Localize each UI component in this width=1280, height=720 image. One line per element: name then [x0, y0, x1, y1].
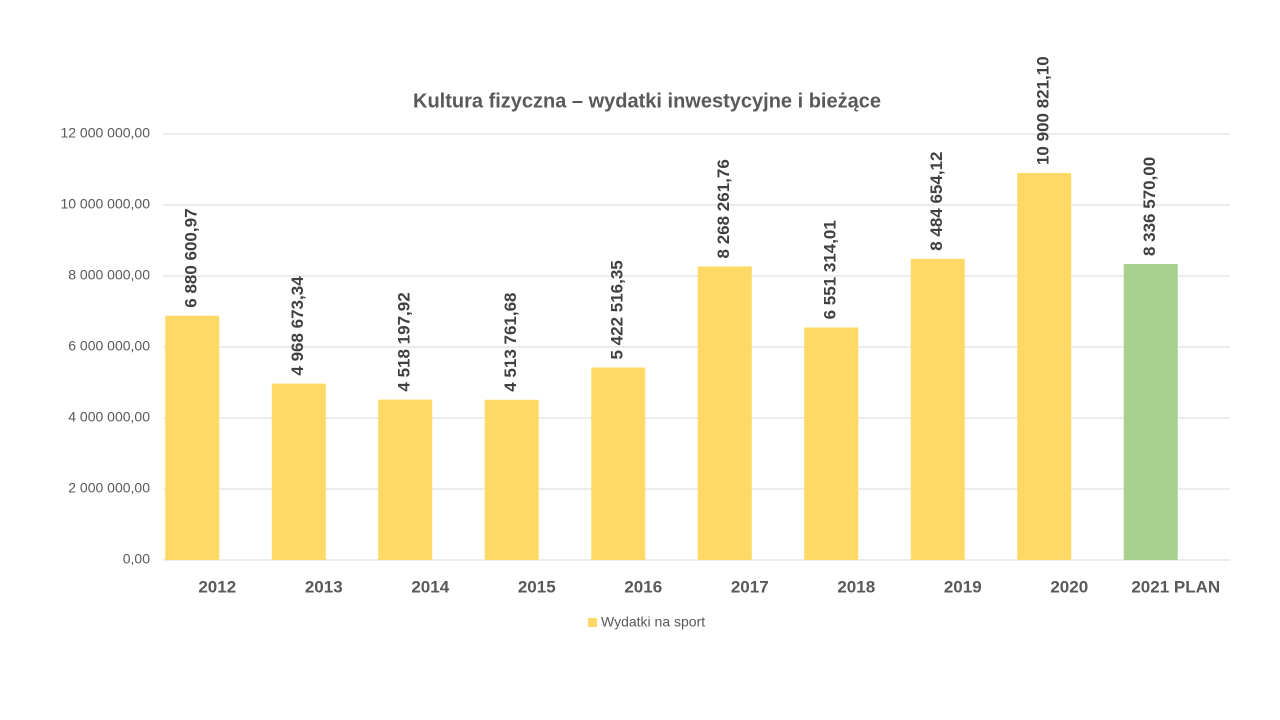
- value-label: 8 336 570,00: [1140, 157, 1159, 256]
- x-tick-label: 2013: [305, 577, 343, 596]
- legend-label: Wydatki na sport: [601, 614, 705, 630]
- chart-title: Kultura fizyczna – wydatki inwestycyjne …: [413, 90, 881, 112]
- value-label: 5 422 516,35: [608, 260, 627, 359]
- y-tick-label: 6 000 000,00: [68, 338, 150, 354]
- x-tick-label: 2017: [731, 577, 769, 596]
- bar: [697, 266, 752, 560]
- y-tick-label: 10 000 000,00: [60, 196, 150, 212]
- bar: [804, 327, 859, 560]
- y-tick-label: 8 000 000,00: [68, 267, 150, 283]
- bar: [1123, 264, 1178, 560]
- bar: [591, 367, 646, 560]
- legend-swatch: [588, 618, 597, 627]
- value-label: 6 880 600,97: [182, 208, 201, 307]
- bar: [165, 315, 220, 560]
- x-tick-label: 2021 PLAN: [1131, 577, 1220, 596]
- x-tick-label: 2019: [944, 577, 982, 596]
- value-label: 8 268 261,76: [714, 159, 733, 258]
- bar: [484, 399, 539, 560]
- value-label: 8 484 654,12: [927, 152, 946, 251]
- x-tick-label: 2018: [837, 577, 875, 596]
- value-label: 4 968 673,34: [288, 276, 307, 376]
- value-label: 6 551 314,01: [821, 220, 840, 319]
- bar: [910, 258, 965, 560]
- y-tick-label: 0,00: [123, 551, 150, 567]
- x-tick-label: 2012: [198, 577, 236, 596]
- y-tick-label: 2 000 000,00: [68, 480, 150, 496]
- bar: [1017, 173, 1072, 560]
- y-tick-label: 4 000 000,00: [68, 409, 150, 425]
- x-tick-label: 2016: [624, 577, 662, 596]
- bar: [271, 383, 326, 560]
- value-label: 4 513 761,68: [501, 292, 520, 391]
- x-tick-label: 2014: [411, 577, 449, 596]
- x-tick-label: 2020: [1050, 577, 1088, 596]
- value-label: 10 900 821,10: [1034, 56, 1053, 165]
- x-tick-label: 2015: [518, 577, 556, 596]
- value-label: 4 518 197,92: [395, 292, 414, 391]
- y-tick-label: 12 000 000,00: [60, 125, 150, 141]
- bar: [378, 399, 433, 560]
